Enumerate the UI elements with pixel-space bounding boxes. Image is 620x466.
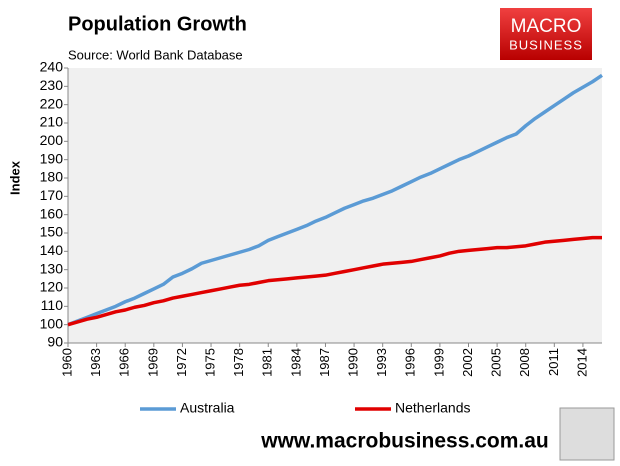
y-tick-label: 210 bbox=[40, 114, 64, 130]
plot-area bbox=[68, 68, 602, 343]
logo-box bbox=[500, 8, 592, 60]
y-tick-label: 190 bbox=[40, 150, 64, 166]
y-tick-label: 180 bbox=[40, 169, 64, 185]
x-tick-label: 2014 bbox=[574, 348, 589, 377]
chart-subtitle: Source: World Bank Database bbox=[68, 47, 243, 62]
y-tick-label: 150 bbox=[40, 224, 64, 240]
y-tick-label: 130 bbox=[40, 260, 64, 276]
y-tick-label: 170 bbox=[40, 187, 64, 203]
x-tick-label: 1996 bbox=[403, 348, 418, 377]
y-tick-label: 220 bbox=[40, 95, 64, 111]
legend-label: Australia bbox=[180, 400, 235, 416]
chart-title: Population Growth bbox=[68, 13, 247, 35]
series-line bbox=[67, 235, 602, 327]
x-tick-label: 1978 bbox=[231, 348, 246, 377]
x-tick-label: 1960 bbox=[59, 348, 74, 377]
x-tick-label: 2002 bbox=[460, 348, 475, 377]
y-tick-label: 110 bbox=[41, 297, 64, 313]
y-tick-label: 240 bbox=[40, 59, 64, 75]
logo-text: BUSINESS bbox=[509, 37, 583, 52]
x-tick-label: 1972 bbox=[174, 348, 189, 377]
x-tick-label: 1984 bbox=[288, 348, 303, 377]
logo-image bbox=[559, 407, 615, 461]
x-tick-label: 1975 bbox=[202, 348, 217, 377]
y-tick-label: 90 bbox=[47, 334, 63, 350]
x-tick-label: 2008 bbox=[517, 348, 532, 377]
x-tick-label: 1966 bbox=[117, 348, 132, 377]
x-tick-label: 2011 bbox=[546, 348, 561, 376]
y-tick-label: 200 bbox=[40, 132, 64, 148]
x-tick-label: 1987 bbox=[317, 348, 332, 377]
logo-text: MACRO bbox=[511, 16, 582, 37]
y-tick-label: 100 bbox=[40, 315, 64, 331]
x-tick-label: 1993 bbox=[374, 348, 389, 377]
y-axis-label: Index bbox=[7, 160, 22, 195]
legend-label: Netherlands bbox=[395, 400, 471, 416]
website: www.macrobusiness.com.au bbox=[260, 430, 548, 453]
y-tick-label: 120 bbox=[40, 279, 64, 295]
series-line bbox=[67, 73, 603, 327]
x-tick-label: 1981 bbox=[260, 348, 275, 377]
x-tick-label: 2005 bbox=[489, 348, 504, 377]
x-tick-label: 1990 bbox=[346, 348, 361, 377]
x-tick-label: 1969 bbox=[145, 348, 160, 377]
y-tick-label: 230 bbox=[40, 77, 64, 93]
x-tick-label: 1999 bbox=[431, 348, 446, 377]
y-tick-label: 140 bbox=[40, 242, 64, 258]
y-tick-label: 160 bbox=[40, 205, 64, 221]
x-tick-label: 1963 bbox=[88, 348, 103, 377]
